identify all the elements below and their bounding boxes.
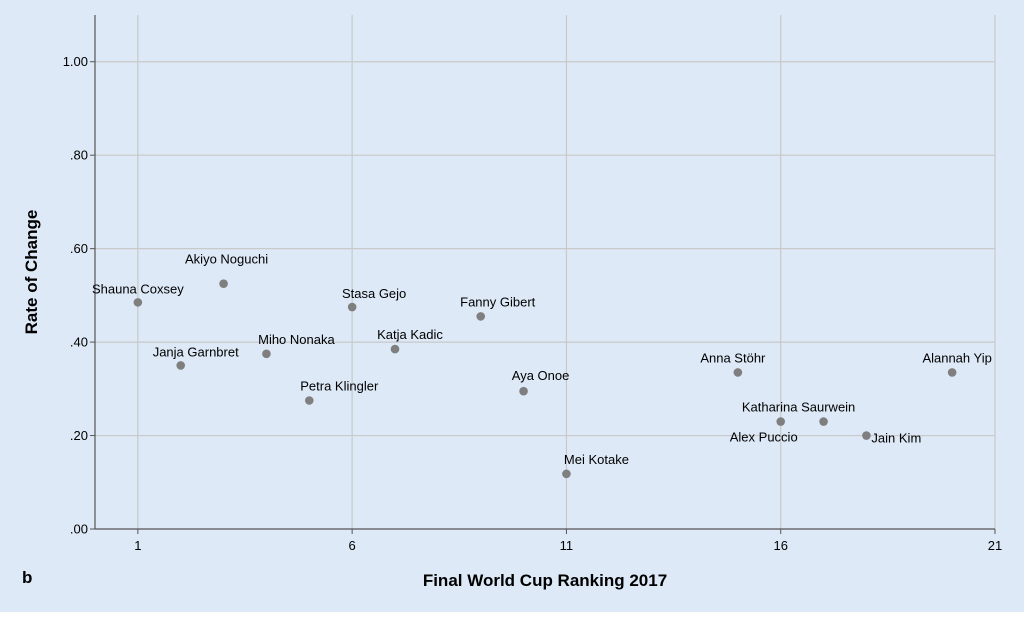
- point-label: Jain Kim: [871, 431, 921, 446]
- point-label: Fanny Gibert: [460, 294, 536, 309]
- data-point: [133, 298, 143, 307]
- data-point: [776, 417, 786, 426]
- point-label: Miho Nonaka: [258, 332, 335, 347]
- data-point: [947, 368, 957, 377]
- point-label: Janja Garnbret: [153, 344, 239, 359]
- x-tick-label: 1: [134, 538, 141, 553]
- y-tick-label: .20: [70, 428, 88, 443]
- y-tick-label: .60: [70, 241, 88, 256]
- x-tick-label: 21: [988, 538, 1002, 553]
- x-tick-label: 16: [773, 538, 787, 553]
- point-label: Petra Klingler: [300, 379, 379, 394]
- y-tick-label: .80: [70, 148, 88, 163]
- data-point: [733, 368, 743, 377]
- data-point: [176, 361, 186, 370]
- point-label: Mei Kotake: [564, 452, 629, 467]
- data-point: [390, 344, 400, 354]
- data-point: [819, 417, 828, 426]
- x-tick-label: 6: [349, 538, 356, 553]
- point-label: Alex Puccio: [730, 430, 798, 445]
- y-tick-label: 1.00: [63, 54, 88, 69]
- point-label: Stasa Gejo: [342, 286, 406, 301]
- point-label: Akiyo Noguchi: [185, 252, 268, 267]
- y-tick-label: .00: [70, 522, 88, 537]
- data-point: [476, 312, 486, 321]
- data-point: [862, 431, 871, 440]
- point-label: Alannah Yip: [922, 350, 991, 365]
- point-label: Katharina Saurwein: [742, 400, 855, 415]
- data-point: [562, 469, 571, 479]
- point-label: Katja Kadic: [377, 327, 443, 342]
- x-axis-title: Final World Cup Ranking 2017: [423, 571, 667, 590]
- y-axis-title: Rate of Change: [22, 210, 41, 335]
- data-point: [304, 396, 314, 405]
- data-point: [347, 302, 357, 312]
- data-point: [219, 279, 228, 288]
- point-label: Shauna Coxsey: [92, 281, 184, 296]
- x-tick-label: 11: [560, 538, 574, 553]
- panel-label: b: [22, 568, 33, 587]
- point-label: Aya Onoe: [512, 368, 570, 383]
- point-label: Anna Stöhr: [700, 350, 766, 365]
- data-point: [262, 349, 271, 359]
- data-point: [519, 386, 528, 396]
- y-tick-label: .40: [70, 335, 88, 350]
